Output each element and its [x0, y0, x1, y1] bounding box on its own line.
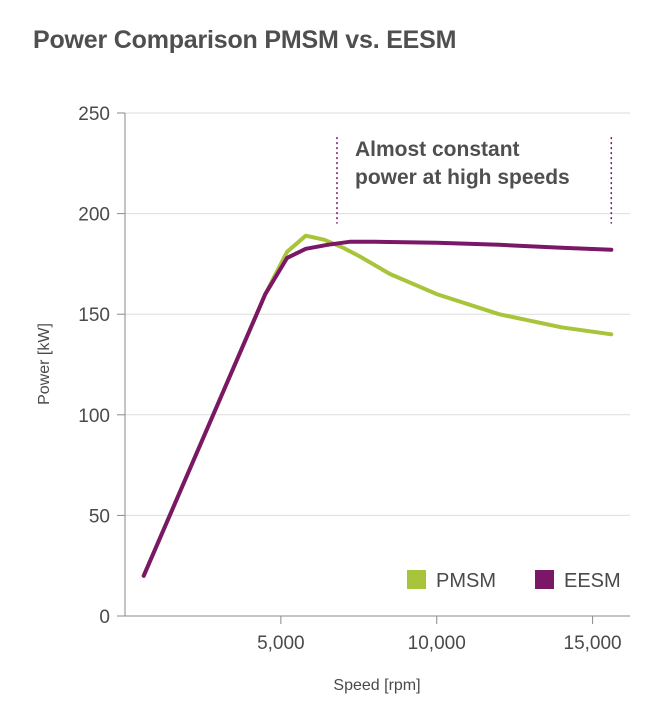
- x-tick-label-15000: 15,000: [564, 633, 622, 654]
- series-lines: [141, 233, 614, 578]
- x-tick-label-5000: 5,000: [257, 633, 305, 654]
- legend-swatch-eesm: [535, 570, 554, 589]
- y-tick-label-100: 100: [78, 406, 110, 427]
- y-tick-label-250: 250: [78, 104, 110, 125]
- series-line-pmsm: [141, 233, 614, 578]
- y-tick-label-50: 50: [89, 506, 110, 527]
- series-line-eesm: [141, 239, 614, 578]
- annotation-text-line-1: Almost constant: [355, 138, 520, 161]
- annotation: Almost constant power at high speeds: [336, 137, 613, 224]
- y-axis: 0 50 100 150 200 250: [78, 104, 126, 628]
- x-tick-label-10000: 10,000: [408, 633, 466, 654]
- legend-swatch-pmsm: [407, 570, 426, 589]
- x-axis-label: Speed [rpm]: [333, 677, 420, 694]
- x-axis: 5,000 10,000 15,000: [125, 615, 630, 654]
- y-axis-label: Power [kW]: [36, 323, 53, 405]
- legend: PMSM EESM: [407, 570, 621, 592]
- chart-title: Power Comparison PMSM vs. EESM: [33, 26, 457, 54]
- grid-lines: [125, 112, 630, 516]
- y-tick-label-0: 0: [99, 607, 110, 628]
- annotation-text-line-2: power at high speeds: [355, 166, 570, 189]
- legend-label-pmsm: PMSM: [436, 570, 496, 592]
- y-tick-label-150: 150: [78, 305, 110, 326]
- legend-label-eesm: EESM: [564, 570, 621, 592]
- y-tick-label-200: 200: [78, 205, 110, 226]
